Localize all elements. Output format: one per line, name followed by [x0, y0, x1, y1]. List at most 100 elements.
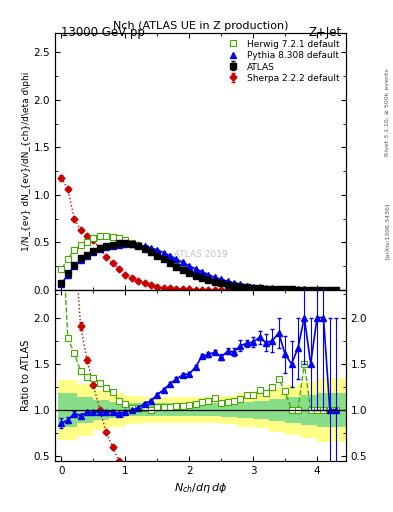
Pythia 8.308 default — [251, 284, 255, 290]
Herwig 7.2.1 default — [72, 247, 77, 253]
Text: Rivet 3.1.10, ≥ 500k events: Rivet 3.1.10, ≥ 500k events — [385, 69, 390, 157]
Pythia 8.308 default — [238, 282, 243, 288]
Pythia 8.308 default — [289, 286, 294, 292]
Pythia 8.308 default — [193, 266, 198, 272]
Pythia 8.308 default — [187, 263, 192, 269]
Herwig 7.2.1 default — [289, 286, 294, 292]
Herwig 7.2.1 default — [327, 287, 332, 293]
Herwig 7.2.1 default — [302, 286, 307, 292]
Herwig 7.2.1 default — [59, 266, 64, 272]
Herwig 7.2.1 default — [117, 236, 121, 242]
Pythia 8.308 default — [66, 271, 70, 278]
Title: Nch (ATLAS UE in Z production): Nch (ATLAS UE in Z production) — [113, 21, 288, 31]
Herwig 7.2.1 default — [84, 239, 89, 245]
Pythia 8.308 default — [309, 286, 313, 292]
Pythia 8.308 default — [91, 249, 96, 255]
Pythia 8.308 default — [225, 278, 230, 284]
Pythia 8.308 default — [327, 287, 332, 293]
Text: ATLAS 2019: ATLAS 2019 — [174, 250, 227, 259]
Y-axis label: 1/N_{ev} dN_{ev}/dN_{ch}/d\eta d\phi: 1/N_{ev} dN_{ev}/dN_{ch}/d\eta d\phi — [22, 72, 31, 251]
Pythia 8.308 default — [142, 243, 147, 249]
Herwig 7.2.1 default — [161, 255, 166, 262]
Herwig 7.2.1 default — [142, 245, 147, 251]
Herwig 7.2.1 default — [315, 287, 320, 293]
Herwig 7.2.1 default — [129, 240, 134, 246]
Pythia 8.308 default — [270, 285, 275, 291]
Herwig 7.2.1 default — [180, 266, 185, 272]
Herwig 7.2.1 default — [270, 286, 275, 292]
Pythia 8.308 default — [276, 286, 281, 292]
X-axis label: $N_{ch}/d\eta\,d\phi$: $N_{ch}/d\eta\,d\phi$ — [174, 481, 227, 495]
Herwig 7.2.1 default — [149, 249, 153, 255]
Pythia 8.308 default — [123, 241, 128, 247]
Herwig 7.2.1 default — [91, 234, 96, 241]
Pythia 8.308 default — [129, 241, 134, 247]
Herwig 7.2.1 default — [283, 286, 287, 292]
Legend: Herwig 7.2.1 default, Pythia 8.308 default, ATLAS, Sherpa 2.2.2 default: Herwig 7.2.1 default, Pythia 8.308 defau… — [222, 38, 342, 84]
Pythia 8.308 default — [97, 246, 102, 252]
Herwig 7.2.1 default — [264, 286, 268, 292]
Pythia 8.308 default — [84, 252, 89, 259]
Herwig 7.2.1 default — [123, 238, 128, 244]
Pythia 8.308 default — [206, 271, 211, 278]
Herwig 7.2.1 default — [136, 242, 140, 248]
Herwig 7.2.1 default — [309, 287, 313, 293]
Herwig 7.2.1 default — [110, 233, 115, 240]
Pythia 8.308 default — [104, 244, 108, 250]
Pythia 8.308 default — [334, 287, 339, 293]
Pythia 8.308 default — [315, 287, 320, 293]
Pythia 8.308 default — [174, 257, 179, 263]
Pythia 8.308 default — [302, 286, 307, 292]
Text: Z+Jet: Z+Jet — [309, 26, 342, 38]
Pythia 8.308 default — [149, 245, 153, 251]
Pythia 8.308 default — [296, 286, 300, 292]
Line: Pythia 8.308 default: Pythia 8.308 default — [59, 242, 339, 292]
Herwig 7.2.1 default — [321, 287, 326, 293]
Herwig 7.2.1 default — [276, 286, 281, 292]
Text: 13000 GeV pp: 13000 GeV pp — [61, 26, 145, 38]
Herwig 7.2.1 default — [296, 286, 300, 292]
Herwig 7.2.1 default — [66, 257, 70, 263]
Pythia 8.308 default — [117, 242, 121, 248]
Herwig 7.2.1 default — [244, 284, 249, 290]
Pythia 8.308 default — [110, 243, 115, 249]
Herwig 7.2.1 default — [78, 242, 83, 248]
Herwig 7.2.1 default — [97, 232, 102, 239]
Pythia 8.308 default — [200, 269, 204, 275]
Pythia 8.308 default — [231, 280, 236, 286]
Herwig 7.2.1 default — [219, 280, 224, 286]
Herwig 7.2.1 default — [334, 287, 339, 293]
Pythia 8.308 default — [78, 257, 83, 263]
Herwig 7.2.1 default — [231, 282, 236, 288]
Herwig 7.2.1 default — [238, 283, 243, 289]
Text: [arXiv:1306.3436]: [arXiv:1306.3436] — [385, 202, 390, 259]
Line: Herwig 7.2.1 default: Herwig 7.2.1 default — [59, 233, 339, 292]
Herwig 7.2.1 default — [200, 274, 204, 281]
Herwig 7.2.1 default — [213, 278, 217, 284]
Pythia 8.308 default — [72, 263, 77, 269]
Herwig 7.2.1 default — [187, 269, 192, 275]
Pythia 8.308 default — [136, 242, 140, 248]
Y-axis label: Ratio to ATLAS: Ratio to ATLAS — [21, 339, 31, 411]
Herwig 7.2.1 default — [174, 263, 179, 269]
Pythia 8.308 default — [283, 286, 287, 292]
Pythia 8.308 default — [168, 252, 173, 259]
Herwig 7.2.1 default — [168, 259, 173, 265]
Pythia 8.308 default — [161, 250, 166, 256]
Pythia 8.308 default — [180, 259, 185, 265]
Herwig 7.2.1 default — [155, 251, 160, 258]
Herwig 7.2.1 default — [251, 285, 255, 291]
Pythia 8.308 default — [244, 283, 249, 289]
Pythia 8.308 default — [213, 274, 217, 281]
Pythia 8.308 default — [155, 247, 160, 253]
Herwig 7.2.1 default — [193, 271, 198, 278]
Herwig 7.2.1 default — [104, 232, 108, 239]
Herwig 7.2.1 default — [257, 285, 262, 291]
Pythia 8.308 default — [219, 276, 224, 283]
Herwig 7.2.1 default — [225, 281, 230, 287]
Pythia 8.308 default — [59, 281, 64, 287]
Pythia 8.308 default — [264, 285, 268, 291]
Pythia 8.308 default — [257, 284, 262, 290]
Herwig 7.2.1 default — [206, 276, 211, 283]
Pythia 8.308 default — [321, 287, 326, 293]
